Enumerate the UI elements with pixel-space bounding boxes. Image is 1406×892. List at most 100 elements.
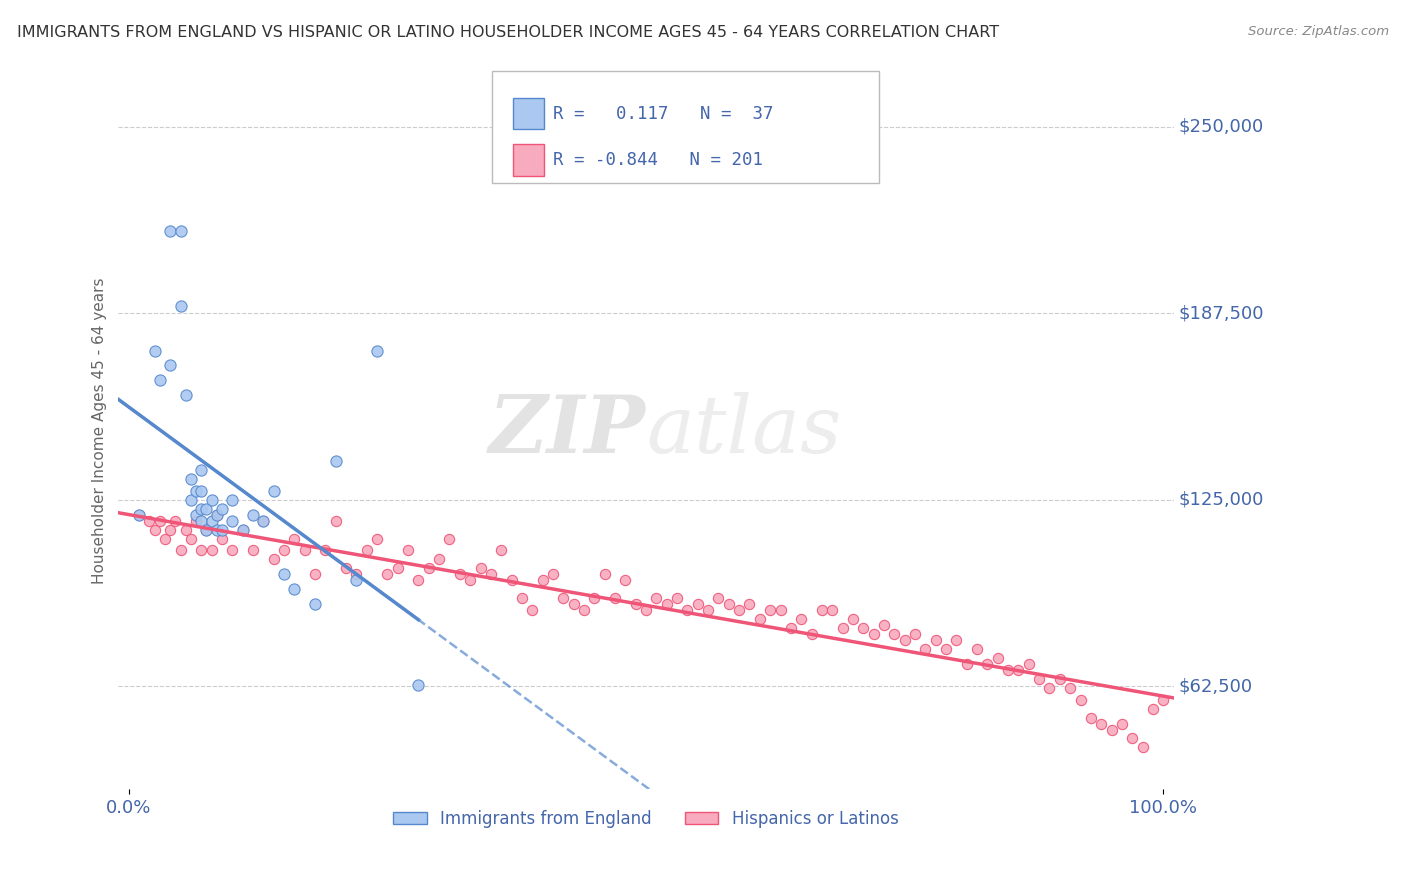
Point: [624, 597, 647, 611]
Point: [966, 642, 988, 657]
Point: [143, 343, 166, 358]
Point: [697, 603, 720, 617]
Point: [738, 597, 761, 611]
Point: [325, 454, 347, 468]
Point: [470, 561, 492, 575]
Point: [1007, 663, 1029, 677]
Point: [149, 373, 172, 387]
Point: [800, 627, 823, 641]
Point: [221, 543, 243, 558]
Point: [169, 299, 191, 313]
Point: [779, 621, 801, 635]
Point: [1101, 723, 1123, 737]
Point: [603, 591, 626, 606]
Point: [728, 603, 751, 617]
Text: $62,500: $62,500: [1178, 677, 1253, 695]
Point: [143, 523, 166, 537]
Point: [325, 514, 347, 528]
Point: [593, 567, 616, 582]
Point: [174, 388, 197, 402]
Point: [211, 523, 233, 537]
Point: [138, 514, 160, 528]
Point: [811, 603, 834, 617]
Legend: Immigrants from England, Hispanics or Latinos: Immigrants from England, Hispanics or La…: [387, 804, 905, 835]
Point: [195, 523, 218, 537]
Point: [634, 603, 657, 617]
Text: $125,000: $125,000: [1178, 491, 1264, 508]
Point: [242, 543, 264, 558]
Point: [335, 561, 357, 575]
Point: [252, 514, 274, 528]
Point: [1090, 716, 1112, 731]
Point: [458, 574, 481, 588]
Point: [344, 574, 367, 588]
Text: Source: ZipAtlas.com: Source: ZipAtlas.com: [1249, 25, 1389, 38]
Point: [893, 632, 915, 647]
Point: [263, 483, 285, 498]
Point: [1018, 657, 1040, 671]
Point: [883, 627, 905, 641]
Point: [190, 501, 212, 516]
Point: [159, 359, 181, 373]
Point: [748, 612, 770, 626]
Point: [396, 543, 419, 558]
Point: [180, 492, 202, 507]
Point: [294, 543, 316, 558]
Point: [314, 543, 336, 558]
Point: [449, 567, 471, 582]
Point: [842, 612, 865, 626]
Point: [501, 574, 523, 588]
Point: [717, 597, 740, 611]
Point: [759, 603, 782, 617]
Text: ZIP: ZIP: [489, 392, 645, 470]
Point: [221, 514, 243, 528]
Point: [1038, 681, 1060, 695]
Point: [159, 523, 181, 537]
Point: [283, 532, 305, 546]
Point: [174, 523, 197, 537]
Point: [221, 492, 243, 507]
Point: [128, 508, 150, 522]
Point: [205, 508, 228, 522]
Point: [211, 532, 233, 546]
Point: [232, 523, 254, 537]
Point: [1121, 731, 1143, 746]
Point: [531, 574, 554, 588]
Point: [190, 463, 212, 477]
Point: [1111, 716, 1133, 731]
Point: [945, 632, 967, 647]
Point: [165, 514, 187, 528]
Point: [304, 597, 326, 611]
Point: [645, 591, 668, 606]
Point: [1070, 692, 1092, 706]
Point: [195, 523, 218, 537]
Point: [1142, 701, 1164, 715]
Point: [1049, 672, 1071, 686]
Point: [200, 514, 222, 528]
Point: [408, 678, 430, 692]
Point: [862, 627, 884, 641]
Point: [655, 597, 678, 611]
Point: [283, 582, 305, 597]
Text: $250,000: $250,000: [1178, 118, 1264, 136]
Point: [387, 561, 409, 575]
Point: [304, 567, 326, 582]
Point: [997, 663, 1019, 677]
Point: [232, 523, 254, 537]
Point: [553, 591, 575, 606]
Point: [707, 591, 730, 606]
Point: [935, 642, 957, 657]
Point: [195, 501, 218, 516]
Point: [924, 632, 946, 647]
Point: [904, 627, 927, 641]
Point: [987, 651, 1010, 665]
Point: [821, 603, 844, 617]
Point: [1059, 681, 1081, 695]
Point: [205, 523, 228, 537]
Point: [769, 603, 792, 617]
Point: [242, 508, 264, 522]
Point: [200, 543, 222, 558]
Point: [489, 543, 512, 558]
Point: [418, 561, 440, 575]
Point: [184, 508, 207, 522]
